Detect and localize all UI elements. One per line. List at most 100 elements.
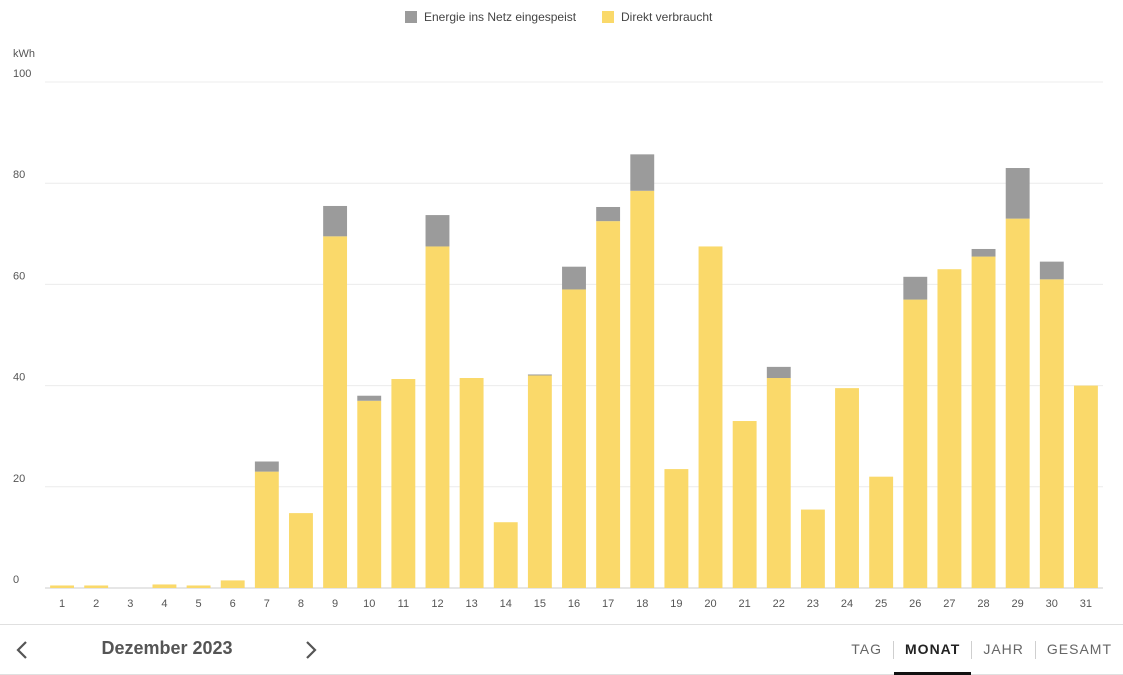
bar-direct-consumption — [732, 421, 757, 588]
x-tick-label: 2 — [93, 598, 99, 610]
bar-direct-consumption — [84, 585, 109, 588]
bar-direct-consumption — [254, 471, 279, 588]
x-tick-label: 7 — [264, 598, 270, 610]
bar-direct-consumption — [186, 585, 211, 588]
x-tick-label: 22 — [773, 598, 785, 610]
period-label: Dezember 2023 — [101, 638, 233, 658]
y-tick-label: 100 — [13, 68, 31, 80]
x-tick-label: 30 — [1046, 598, 1058, 610]
legend-label-direct: Direkt verbraucht — [621, 10, 713, 24]
x-tick-label: 24 — [841, 598, 853, 610]
bar-direct-consumption — [493, 522, 518, 588]
y-tick-label: 80 — [13, 169, 25, 181]
x-tick-label: 31 — [1080, 598, 1092, 610]
x-tick-label: 12 — [431, 598, 443, 610]
legend-item-direct[interactable]: Direkt verbraucht — [602, 10, 712, 24]
tab-jahr[interactable]: JAHR — [983, 641, 1024, 657]
bar-grid-feed-in — [971, 248, 996, 257]
bar-grid-feed-in — [1039, 261, 1064, 280]
bar-grid-feed-in — [562, 266, 586, 290]
bar-direct-consumption — [152, 584, 177, 588]
x-tick-label: 11 — [398, 598, 409, 610]
y-axis-unit-label: kWh — [13, 48, 35, 60]
x-tick-label: 5 — [196, 598, 202, 610]
bar-direct-consumption — [937, 269, 962, 588]
bar-direct-consumption — [459, 378, 484, 588]
bar-grid-feed-in — [527, 374, 552, 376]
x-tick-label: 19 — [670, 598, 682, 610]
bar-direct-consumption — [630, 190, 655, 589]
x-tick-label: 18 — [636, 598, 648, 610]
bar-direct-consumption — [766, 378, 791, 588]
tab-monat[interactable]: MONAT — [894, 625, 972, 675]
x-tick-label: 4 — [161, 598, 167, 610]
legend-swatch-feed-in — [405, 11, 417, 23]
x-tick-label: 8 — [298, 598, 304, 610]
legend-label-feed-in: Energie ins Netz eingespeist — [424, 10, 577, 24]
x-tick-label: 29 — [1012, 598, 1024, 610]
bar-direct-consumption — [664, 469, 689, 588]
x-tick-label: 13 — [465, 598, 477, 610]
x-tick-label: 20 — [704, 598, 716, 610]
x-tick-label: 10 — [363, 598, 375, 610]
tab-divider — [893, 640, 895, 659]
bar-grid-feed-in — [596, 206, 621, 222]
x-tick-label: 16 — [568, 598, 580, 610]
y-tick-label: 40 — [13, 372, 25, 384]
previous-period-button[interactable] — [9, 636, 37, 664]
bar-direct-consumption — [50, 585, 75, 588]
x-tick-label: 9 — [332, 598, 338, 610]
tab-tag[interactable]: TAG — [851, 641, 883, 657]
bar-direct-consumption — [391, 379, 416, 588]
bar-direct-consumption — [425, 246, 450, 588]
x-tick-label: 3 — [127, 598, 133, 610]
bar-grid-feed-in — [254, 461, 279, 472]
chart-legend: Energie ins Netz eingespeist Direkt verb… — [0, 10, 1123, 28]
period-tabs: TAG MONAT JAHR GESAMT — [840, 625, 1123, 675]
bar-direct-consumption — [562, 289, 586, 588]
bar-direct-consumption — [698, 246, 723, 588]
bar-grid-feed-in — [425, 215, 450, 247]
x-tick-label: 6 — [230, 598, 236, 610]
next-period-button[interactable] — [296, 636, 324, 664]
tab-gesamt[interactable]: GESAMT — [1046, 641, 1112, 657]
bar-grid-feed-in — [357, 395, 382, 401]
y-tick-label: 20 — [13, 473, 25, 485]
x-tick-label: 25 — [875, 598, 887, 610]
bar-direct-consumption — [1039, 279, 1064, 588]
period-navigation-bar: Dezember 2023 TAG MONAT JAHR GESAMT — [0, 624, 1123, 675]
x-tick-label: 26 — [909, 598, 921, 610]
bar-grid-feed-in — [1005, 168, 1030, 219]
bar-grid-feed-in — [323, 205, 348, 237]
x-tick-label: 17 — [602, 598, 614, 610]
bar-direct-consumption — [835, 388, 859, 588]
legend-item-feed-in[interactable]: Energie ins Netz eingespeist — [405, 10, 576, 24]
bar-direct-consumption — [289, 513, 313, 588]
x-tick-label: 14 — [500, 598, 512, 610]
y-tick-label: 0 — [13, 574, 19, 586]
bar-direct-consumption — [323, 236, 348, 588]
legend-swatch-direct — [602, 11, 614, 23]
x-tick-label: 15 — [534, 598, 546, 610]
bar-direct-consumption — [527, 375, 552, 588]
y-tick-label: 60 — [13, 270, 25, 282]
bar-direct-consumption — [1073, 385, 1098, 588]
x-tick-label: 28 — [977, 598, 989, 610]
bar-direct-consumption — [220, 580, 245, 588]
tab-divider — [971, 640, 973, 659]
chevron-right-icon — [306, 641, 317, 659]
x-tick-label: 1 — [59, 598, 65, 610]
x-tick-label: 27 — [943, 598, 955, 610]
tab-divider — [1034, 640, 1036, 659]
bar-direct-consumption — [800, 509, 825, 588]
x-tick-label: 21 — [739, 598, 751, 610]
bar-grid-feed-in — [630, 154, 655, 191]
bar-direct-consumption — [971, 256, 996, 588]
chevron-left-icon — [16, 641, 27, 659]
bar-grid-feed-in — [766, 366, 791, 379]
bar-grid-feed-in — [903, 276, 928, 300]
bar-direct-consumption — [903, 299, 928, 588]
bar-direct-consumption — [596, 221, 621, 588]
x-tick-label: 23 — [807, 598, 819, 610]
